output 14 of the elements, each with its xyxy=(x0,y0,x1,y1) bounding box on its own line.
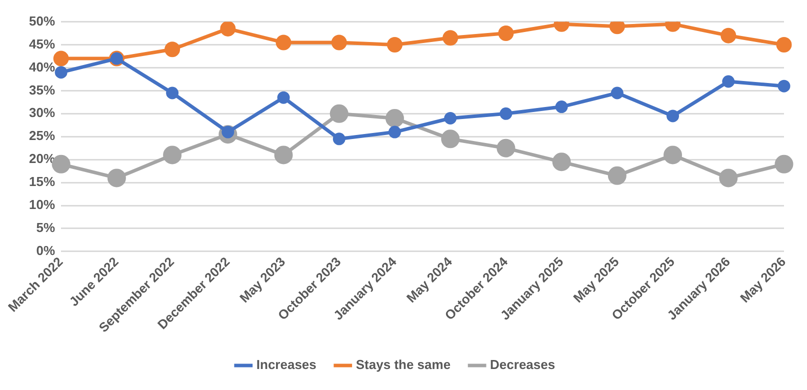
y-tick-label: 5% xyxy=(36,220,56,236)
y-tick-label: 15% xyxy=(29,174,56,190)
y-tick-label: 25% xyxy=(29,128,56,144)
y-tick-label: 50% xyxy=(29,13,56,28)
legend-label: Stays the same xyxy=(356,357,451,372)
y-tick-label: 30% xyxy=(29,105,56,120)
y-tick-label: 20% xyxy=(29,151,56,166)
y-tick-label: 0% xyxy=(36,243,56,258)
y-tick-label: 35% xyxy=(29,82,56,98)
y-tick-label: 45% xyxy=(29,36,56,52)
legend-label: Decreases xyxy=(490,357,556,372)
y-tick-label: 10% xyxy=(29,197,56,212)
y-tick-label: 40% xyxy=(29,59,56,74)
legend-label: Increases xyxy=(256,357,316,372)
